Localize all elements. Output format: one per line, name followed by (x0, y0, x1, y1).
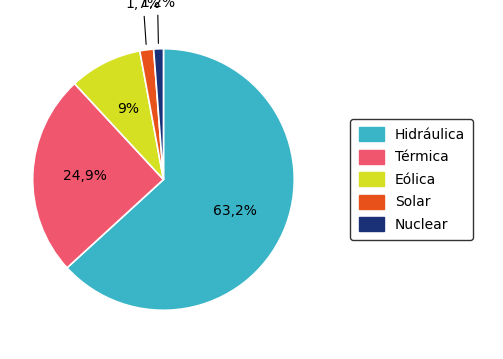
Text: 9%: 9% (117, 102, 139, 116)
Text: 1,7%: 1,7% (126, 0, 161, 45)
Text: 24,9%: 24,9% (63, 169, 107, 183)
Wedge shape (33, 84, 163, 268)
Wedge shape (67, 49, 294, 310)
Wedge shape (74, 51, 163, 180)
Wedge shape (153, 49, 163, 180)
Text: 63,2%: 63,2% (213, 204, 257, 218)
Wedge shape (140, 49, 163, 180)
Text: 1,2%: 1,2% (140, 0, 175, 43)
Legend: Hidráulica, Térmica, Eólica, Solar, Nuclear: Hidráulica, Térmica, Eólica, Solar, Nucl… (350, 119, 473, 240)
